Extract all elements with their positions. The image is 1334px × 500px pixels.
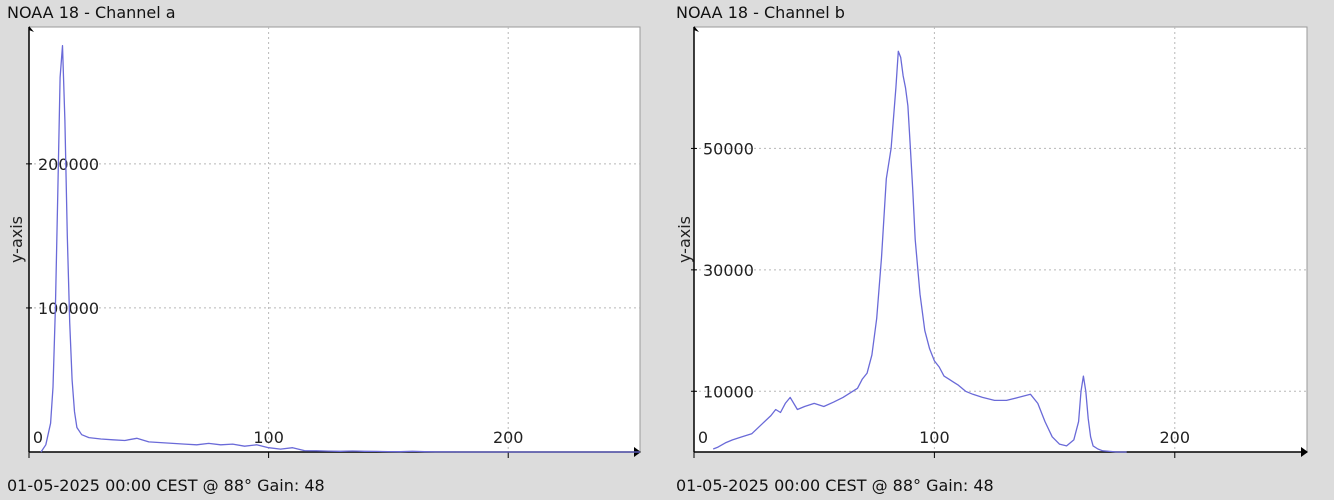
x-tick-label: 100 (253, 428, 284, 447)
y-tick-label: 10000 (703, 382, 754, 401)
y-axis-arrow (694, 26, 699, 32)
chart-b: 0 100 200 10000 30000 50000 y-axis (675, 26, 1308, 458)
y-tick-label: 30000 (703, 261, 754, 280)
y-axis-label: y-axis (675, 216, 694, 263)
x-tick-label: 200 (493, 428, 524, 447)
x-tick-label: 0 (33, 428, 43, 447)
chart-title-b: NOAA 18 - Channel b (676, 3, 845, 22)
series-line (712, 50, 1127, 453)
y-tick-label: 100000 (38, 299, 99, 318)
y-axis-label: y-axis (7, 216, 26, 263)
chart-a: 0 100 200 100000 200000 y-axis (7, 26, 641, 458)
plot-area (693, 26, 1308, 453)
x-axis-arrow (1301, 447, 1308, 457)
x-tick-label: 100 (919, 428, 950, 447)
x-tick-label: 0 (698, 428, 708, 447)
x-tick-label: 200 (1160, 428, 1191, 447)
y-tick-label: 50000 (703, 139, 754, 158)
series-line (40, 45, 640, 453)
chart-footer-a: 01-05-2025 00:00 CEST @ 88° Gain: 48 (7, 476, 325, 495)
y-tick-label: 200000 (38, 155, 99, 174)
y-axis-arrow (29, 26, 34, 32)
plot-area (28, 26, 641, 453)
chart-footer-b: 01-05-2025 00:00 CEST @ 88° Gain: 48 (676, 476, 994, 495)
chart-title-a: NOAA 18 - Channel a (7, 3, 176, 22)
